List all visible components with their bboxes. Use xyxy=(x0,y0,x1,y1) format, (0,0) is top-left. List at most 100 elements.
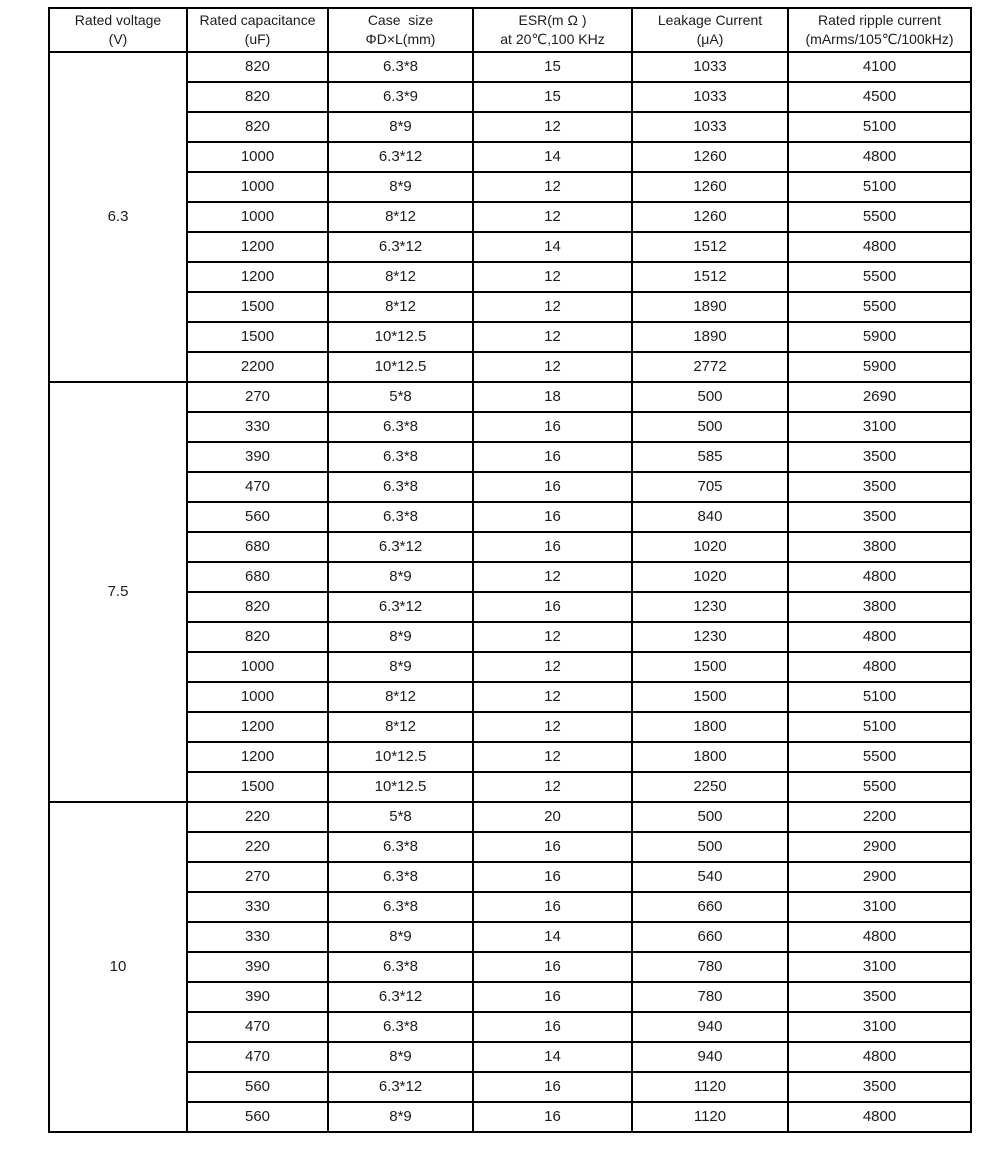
cell-esr: 12 xyxy=(472,771,633,803)
cell-case-size: 6.3*8 xyxy=(327,891,474,923)
cell-capacitance: 2200 xyxy=(186,351,329,383)
cell-case-size: 10*12.5 xyxy=(327,321,474,353)
table-row: 1200 10*12.5 12 1800 5500 xyxy=(49,741,972,773)
cell-esr: 16 xyxy=(472,441,633,473)
table-row: 10 220 5*8 20 500 2200 xyxy=(48,801,972,1133)
table-row: 330 6.3*8 16 500 3100 xyxy=(49,411,972,443)
cell-capacitance: 820 xyxy=(186,621,329,653)
table-header-row: Rated voltage (V) Rated capacitance (uF) Cas… xyxy=(48,7,972,53)
cell-leakage-current: 1020 xyxy=(631,531,789,563)
cell-leakage-current: 1890 xyxy=(631,321,789,353)
cell-leakage-current: 1512 xyxy=(631,261,789,293)
header-line-2: ΦD×L(mm) xyxy=(365,31,436,47)
cell-ripple-current: 3800 xyxy=(787,591,972,623)
cell-capacitance: 680 xyxy=(186,531,329,563)
cell-capacitance: 820 xyxy=(186,81,329,113)
cell-case-size: 10*12.5 xyxy=(327,741,474,773)
cell-capacitance: 1200 xyxy=(186,741,329,773)
column-header-capacitance: Rated capacitance (uF) xyxy=(186,7,329,53)
cell-esr: 14 xyxy=(472,921,633,953)
capacitor-spec-table-container: Rated voltage (V) Rated capacitance (uF) Cas… xyxy=(48,7,972,1133)
header-line-1: Leakage Current xyxy=(657,12,763,29)
cell-ripple-current: 4800 xyxy=(787,1101,972,1133)
cell-leakage-current: 500 xyxy=(631,801,789,833)
cell-leakage-current: 940 xyxy=(631,1041,789,1073)
cell-case-size: 6.3*8 xyxy=(327,951,474,983)
cell-case-size: 8*12 xyxy=(327,681,474,713)
column-header-ripple-current: Rated ripple current (mArms/105℃/100kHz) xyxy=(787,7,972,53)
table-row: 1500 10*12.5 12 2250 5500 xyxy=(49,771,972,803)
table-row: 1000 8*9 12 1260 5100 xyxy=(49,171,972,203)
header-line-2: at 20℃,100 KHz xyxy=(500,31,605,47)
header-line-1: ESR(m Ω ) xyxy=(518,12,587,29)
cell-case-size: 6.3*9 xyxy=(327,81,474,113)
cell-capacitance: 1000 xyxy=(186,681,329,713)
table-row: 1500 10*12.5 12 1890 5900 xyxy=(49,321,972,353)
cell-esr: 12 xyxy=(472,201,633,233)
cell-esr: 16 xyxy=(472,831,633,863)
cell-esr: 14 xyxy=(472,1041,633,1073)
table-row: 680 8*9 12 1020 4800 xyxy=(49,561,972,593)
cell-capacitance: 1500 xyxy=(186,321,329,353)
cell-esr: 12 xyxy=(472,321,633,353)
cell-esr: 16 xyxy=(472,981,633,1013)
cell-leakage-current: 1020 xyxy=(631,561,789,593)
cell-capacitance: 330 xyxy=(186,411,329,443)
cell-ripple-current: 5500 xyxy=(787,291,972,323)
table-row: 560 8*9 16 1120 4800 xyxy=(49,1101,972,1133)
cell-ripple-current: 3500 xyxy=(787,1071,972,1103)
cell-esr: 16 xyxy=(472,951,633,983)
cell-ripple-current: 2900 xyxy=(787,831,972,863)
table-row: 470 6.3*8 16 705 3500 xyxy=(49,471,972,503)
cell-capacitance: 560 xyxy=(186,1101,329,1133)
cell-case-size: 8*9 xyxy=(327,1041,474,1073)
cell-leakage-current: 1500 xyxy=(631,681,789,713)
cell-case-size: 6.3*12 xyxy=(327,531,474,563)
cell-case-size: 5*8 xyxy=(327,381,474,413)
capacitor-spec-table: Rated voltage (V) Rated capacitance (uF) Cas… xyxy=(48,7,972,1133)
cell-capacitance: 1500 xyxy=(186,771,329,803)
cell-capacitance: 270 xyxy=(186,861,329,893)
cell-leakage-current: 1800 xyxy=(631,711,789,743)
cell-esr: 12 xyxy=(472,171,633,203)
header-line-1: Case size xyxy=(367,12,434,29)
cell-capacitance: 330 xyxy=(186,921,329,953)
cell-capacitance: 680 xyxy=(186,561,329,593)
cell-leakage-current: 660 xyxy=(631,921,789,953)
cell-capacitance: 1000 xyxy=(186,651,329,683)
cell-ripple-current: 4100 xyxy=(787,51,972,83)
cell-leakage-current: 1033 xyxy=(631,81,789,113)
cell-esr: 20 xyxy=(472,801,633,833)
cell-leakage-current: 2250 xyxy=(631,771,789,803)
cell-leakage-current: 780 xyxy=(631,951,789,983)
cell-esr: 12 xyxy=(472,351,633,383)
cell-esr: 14 xyxy=(472,141,633,173)
column-header-esr: ESR(m Ω ) at 20℃,100 KHz xyxy=(472,7,633,53)
cell-case-size: 8*12 xyxy=(327,261,474,293)
table-row: 1200 6.3*12 14 1512 4800 xyxy=(49,231,972,263)
table-row: 330 8*9 14 660 4800 xyxy=(49,921,972,953)
cell-case-size: 8*9 xyxy=(327,621,474,653)
cell-case-size: 8*12 xyxy=(327,711,474,743)
cell-esr: 16 xyxy=(472,1011,633,1043)
cell-esr: 12 xyxy=(472,261,633,293)
cell-esr: 16 xyxy=(472,501,633,533)
table-row: 1200 8*12 12 1512 5500 xyxy=(49,261,972,293)
cell-leakage-current: 1230 xyxy=(631,621,789,653)
table-row: 470 6.3*8 16 940 3100 xyxy=(49,1011,972,1043)
cell-case-size: 6.3*8 xyxy=(327,861,474,893)
table-row: 390 6.3*8 16 585 3500 xyxy=(49,441,972,473)
cell-esr: 14 xyxy=(472,231,633,263)
table-row: 820 8*9 12 1230 4800 xyxy=(49,621,972,653)
cell-ripple-current: 5100 xyxy=(787,681,972,713)
header-line-2: (mArms/105℃/100kHz) xyxy=(805,31,954,47)
cell-leakage-current: 705 xyxy=(631,471,789,503)
table-row: 1000 8*9 12 1500 4800 xyxy=(49,651,972,683)
cell-case-size: 6.3*12 xyxy=(327,981,474,1013)
cell-capacitance: 270 xyxy=(186,381,329,413)
cell-case-size: 10*12.5 xyxy=(327,771,474,803)
cell-ripple-current: 5500 xyxy=(787,771,972,803)
table-row: 390 6.3*12 16 780 3500 xyxy=(49,981,972,1013)
column-header-case-size: Case size ΦD×L(mm) xyxy=(327,7,474,53)
cell-capacitance: 470 xyxy=(186,1041,329,1073)
